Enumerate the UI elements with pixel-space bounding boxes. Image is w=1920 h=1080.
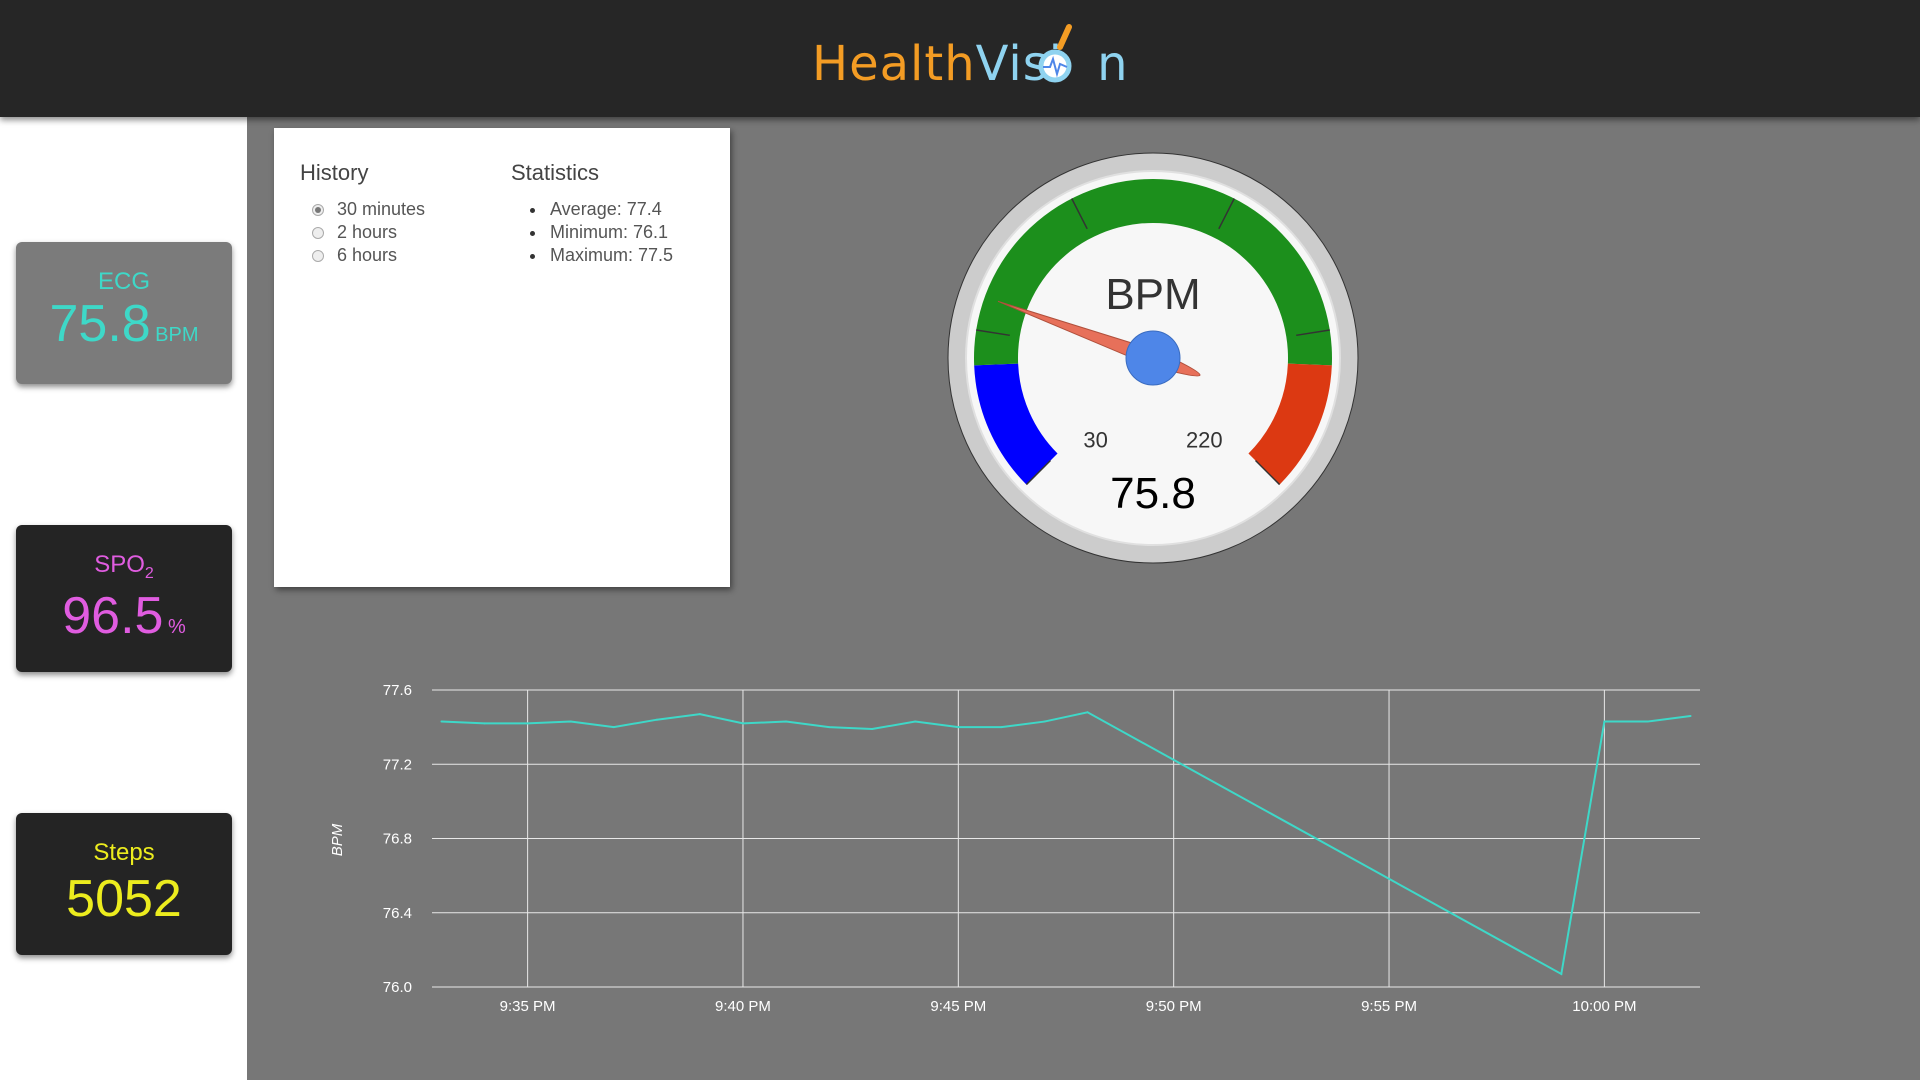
chart-y-tick-label: 76.8: [383, 831, 412, 848]
chart-data-point: [785, 720, 788, 723]
chart-x-tick-label: 9:40 PM: [715, 998, 771, 1015]
gauge-major-tick: [1296, 329, 1330, 337]
steps-title: Steps: [93, 839, 155, 866]
gauge-band-1: [974, 178, 1332, 366]
gauge-major-tick: [1025, 460, 1051, 486]
statistics-minimum: Minimum: 76.1: [530, 221, 673, 244]
chart-x-ticks: 9:35 PM 9:40 PM 9:45 PM 9:50 PM 9:55 PM 10:00…: [500, 998, 1637, 1015]
chart-data-point: [1646, 720, 1649, 723]
gauge-major-tick: [1218, 198, 1235, 230]
gauge-band-2: [1248, 363, 1332, 485]
chart-x-tick-label: 9:55 PM: [1361, 998, 1417, 1015]
history-option-label: 6 hours: [337, 245, 398, 265]
chart-data-point: [655, 718, 658, 721]
chart-y-tick-label: 77.2: [383, 756, 412, 773]
gauge-max-label: 220: [1186, 428, 1223, 453]
app-logo: HealthVisi n: [812, 34, 1129, 94]
history-title: History: [300, 160, 369, 185]
bpm-line-chart: 77.6 77.2 76.8 76.4 76.0 9:35 PM 9:40 PM 9:45 …: [329, 682, 1700, 1015]
spo2-title: SPO2: [16, 551, 232, 588]
spo2-value: 96.5: [62, 586, 164, 645]
history-option-label: 30 minutes: [337, 199, 426, 219]
history-option-6-hours[interactable]: 6 hours: [312, 244, 425, 267]
gauge-major-tick: [1071, 198, 1088, 230]
chart-data-point: [612, 726, 615, 729]
chart-data-point: [440, 720, 443, 723]
chart-data-point: [957, 726, 960, 729]
chart-points: [440, 711, 1692, 976]
bpm-gauge: BPM 30 220 75.8: [947, 152, 1359, 564]
gauge-major-tick: [976, 329, 1010, 337]
chart-data-point: [828, 726, 831, 729]
gauge-hub: [1125, 330, 1181, 386]
chart-data-point: [741, 722, 744, 725]
chart-data-point: [1603, 720, 1606, 723]
history-option-30-minutes[interactable]: 30 minutes: [312, 198, 425, 221]
history-statistics-panel: History 30 minutes 2 hours 6 hours Stati…: [274, 128, 730, 587]
chart-data-point: [1043, 720, 1046, 723]
chart-data-point: [698, 713, 701, 716]
statistics-maximum: Maximum: 77.5: [530, 244, 673, 267]
statistics-title: Statistics: [511, 160, 600, 185]
chart-data-point: [526, 722, 529, 725]
gauge-bands: [974, 178, 1332, 485]
chart-y-tick-label: 76.4: [383, 905, 412, 922]
chart-data-point: [1560, 973, 1563, 976]
gauge-value: 75.8: [1110, 469, 1196, 518]
history-option-2-hours[interactable]: 2 hours: [312, 221, 425, 244]
gauge-ticks: [976, 198, 1330, 486]
logo-text-n: n: [1097, 36, 1129, 92]
chart-y-tick-label: 77.6: [383, 682, 412, 699]
radio-button[interactable]: [312, 226, 324, 239]
radio-button-checked[interactable]: [312, 203, 324, 216]
ecg-value: 75.8: [49, 295, 151, 353]
chart-grid: [432, 689, 1700, 988]
statistics-list: Average: 77.4 Minimum: 76.1 Maximum: 77.…: [530, 198, 673, 267]
ecg-title: ECG: [97, 268, 150, 295]
spo2-value-row: 96.5 %: [16, 588, 232, 644]
chart-x-tick-label: 9:50 PM: [1146, 998, 1202, 1015]
logo-text-health: Health: [812, 36, 976, 92]
steps-tile[interactable]: Steps 5052: [16, 813, 232, 955]
chart-data-point: [1000, 726, 1003, 729]
gauge-label: BPM: [1105, 270, 1200, 319]
spo2-title-text: SPO: [94, 551, 145, 578]
chart-data-point: [1689, 714, 1692, 717]
chart-data-point: [871, 727, 874, 730]
spo2-unit: %: [167, 615, 186, 638]
ecg-value-row: 75.8 BPM: [16, 296, 232, 352]
chart-x-tick-label: 9:45 PM: [930, 998, 986, 1015]
statistics-average: Average: 77.4: [530, 198, 673, 221]
steps-value: 5052: [66, 870, 182, 928]
chart-series-line: [441, 711, 1691, 976]
chart-data-point: [569, 720, 572, 723]
history-options: 30 minutes 2 hours 6 hours: [312, 198, 425, 267]
ecg-unit: BPM: [155, 324, 199, 346]
history-option-label: 2 hours: [337, 222, 398, 242]
spo2-title-subscript: 2: [144, 564, 154, 582]
chart-x-tick-label: 10:00 PM: [1572, 998, 1636, 1015]
chart-y-axis-label: BPM: [329, 823, 346, 856]
header-bar: HealthVisi n: [0, 0, 1920, 117]
gauge-band-0: [974, 363, 1058, 485]
chart-x-tick-label: 9:35 PM: [500, 998, 556, 1015]
gauge-major-tick: [1255, 460, 1281, 486]
chart-y-tick-label: 76.0: [383, 979, 412, 996]
gauge-min-label: 30: [1083, 428, 1107, 453]
chart-data-point: [914, 720, 917, 723]
magnifier-icon: [1038, 24, 1072, 83]
ecg-tile[interactable]: ECG 75.8 BPM: [16, 242, 232, 384]
chart-y-ticks: 77.6 77.2 76.8 76.4 76.0: [383, 682, 412, 996]
radio-button[interactable]: [312, 249, 324, 262]
spo2-tile[interactable]: SPO2 96.5 %: [16, 525, 232, 672]
chart-data-point: [1086, 711, 1089, 714]
chart-data-point: [483, 722, 486, 725]
